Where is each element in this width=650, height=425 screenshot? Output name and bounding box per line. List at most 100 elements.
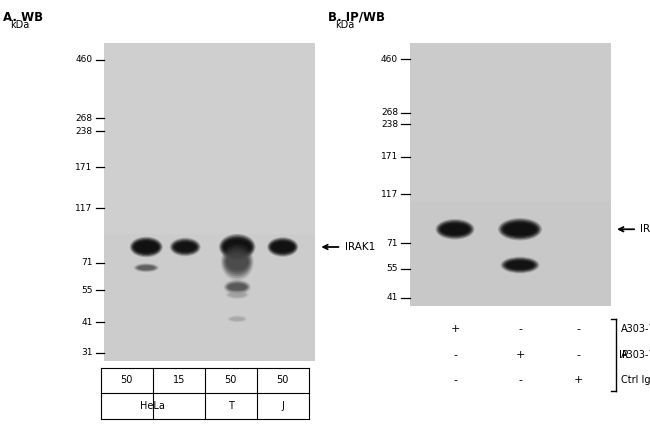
Ellipse shape [502, 222, 538, 237]
Ellipse shape [229, 292, 245, 297]
Ellipse shape [224, 280, 250, 294]
Ellipse shape [228, 283, 246, 290]
Ellipse shape [135, 264, 158, 272]
Ellipse shape [504, 223, 536, 235]
Text: IP: IP [619, 350, 629, 360]
Ellipse shape [226, 291, 248, 299]
Text: -: - [577, 350, 580, 360]
Text: 117: 117 [75, 204, 92, 213]
Ellipse shape [222, 238, 252, 256]
Ellipse shape [226, 290, 249, 299]
Ellipse shape [222, 237, 253, 257]
Text: 55: 55 [387, 264, 398, 273]
Text: IRAK1: IRAK1 [640, 224, 650, 234]
Ellipse shape [267, 237, 298, 257]
Text: 41: 41 [387, 293, 398, 302]
Ellipse shape [174, 242, 197, 252]
Text: kDa: kDa [10, 20, 29, 30]
Ellipse shape [507, 261, 533, 269]
Text: 71: 71 [81, 258, 92, 267]
Text: J: J [281, 401, 284, 411]
Text: A303-744A: A303-744A [621, 350, 650, 360]
Ellipse shape [270, 241, 295, 254]
Ellipse shape [170, 238, 201, 256]
Text: 238: 238 [75, 127, 92, 136]
Text: T: T [227, 401, 234, 411]
Bar [104, 42, 315, 361]
Ellipse shape [224, 249, 250, 275]
Ellipse shape [504, 259, 536, 271]
Text: HeLa: HeLa [140, 401, 165, 411]
Ellipse shape [442, 224, 468, 234]
Bar [104, 42, 315, 234]
Ellipse shape [133, 240, 159, 254]
Ellipse shape [227, 283, 247, 291]
Ellipse shape [130, 237, 162, 257]
Text: 171: 171 [75, 163, 92, 172]
Ellipse shape [226, 253, 248, 270]
Ellipse shape [231, 317, 244, 320]
Ellipse shape [506, 261, 534, 270]
Text: 50: 50 [276, 375, 289, 385]
Text: 460: 460 [381, 55, 398, 64]
Text: 171: 171 [381, 153, 398, 162]
Ellipse shape [138, 266, 155, 270]
Ellipse shape [134, 241, 159, 253]
Ellipse shape [500, 257, 540, 273]
Ellipse shape [225, 251, 250, 272]
Ellipse shape [437, 220, 473, 238]
Ellipse shape [133, 263, 159, 272]
Bar [410, 42, 611, 306]
Text: -: - [518, 375, 522, 385]
Text: -: - [518, 324, 522, 334]
Ellipse shape [503, 258, 537, 272]
Ellipse shape [131, 238, 162, 256]
Text: 15: 15 [172, 375, 185, 385]
Ellipse shape [506, 224, 534, 234]
Text: 268: 268 [75, 114, 92, 123]
Ellipse shape [220, 235, 254, 259]
Ellipse shape [269, 239, 296, 255]
Ellipse shape [501, 221, 539, 238]
Ellipse shape [498, 218, 542, 241]
Ellipse shape [224, 280, 251, 295]
Ellipse shape [224, 240, 251, 255]
Ellipse shape [271, 241, 294, 252]
Ellipse shape [221, 243, 254, 280]
Ellipse shape [230, 317, 244, 321]
Text: 50: 50 [120, 375, 133, 385]
Ellipse shape [171, 239, 200, 255]
Ellipse shape [223, 247, 252, 277]
Text: 50: 50 [224, 375, 237, 385]
Text: IRAK1: IRAK1 [344, 242, 375, 252]
Ellipse shape [227, 292, 247, 298]
Ellipse shape [136, 265, 157, 271]
Text: B. IP/WB: B. IP/WB [328, 11, 385, 24]
Text: 31: 31 [81, 348, 92, 357]
Text: +: + [515, 350, 525, 360]
Ellipse shape [226, 282, 248, 292]
Ellipse shape [132, 239, 161, 255]
Ellipse shape [227, 291, 248, 298]
Ellipse shape [439, 222, 471, 236]
Ellipse shape [228, 316, 246, 322]
Ellipse shape [438, 221, 472, 237]
Ellipse shape [173, 241, 198, 253]
Ellipse shape [225, 241, 250, 253]
Ellipse shape [175, 243, 196, 251]
Ellipse shape [268, 238, 297, 256]
Ellipse shape [172, 240, 199, 254]
Ellipse shape [226, 281, 249, 293]
Ellipse shape [499, 219, 541, 239]
Ellipse shape [135, 242, 157, 252]
Ellipse shape [229, 316, 246, 322]
Text: A303-743A: A303-743A [621, 324, 650, 334]
Text: 55: 55 [81, 286, 92, 295]
Ellipse shape [272, 243, 293, 252]
Text: 41: 41 [81, 318, 92, 327]
Ellipse shape [137, 265, 155, 270]
Ellipse shape [219, 234, 255, 260]
Text: 117: 117 [381, 190, 398, 199]
Ellipse shape [227, 315, 247, 323]
Ellipse shape [222, 245, 253, 278]
